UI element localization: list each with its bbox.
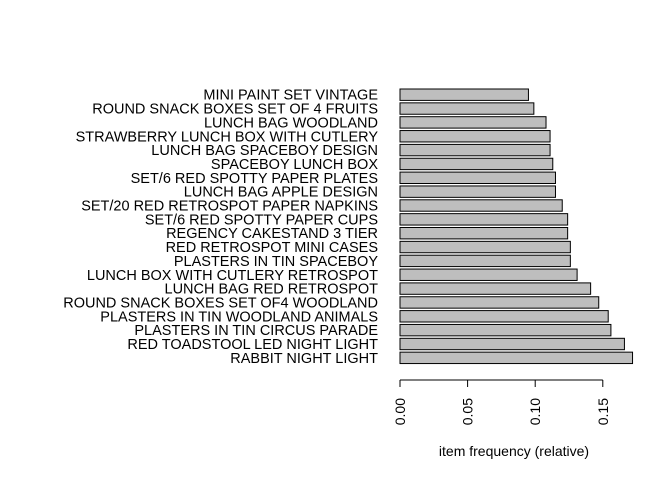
category-label: REGENCY CAKESTAND 3 TIER: [166, 226, 378, 242]
x-tick-label: 0.05: [460, 398, 476, 425]
bar: [399, 323, 612, 337]
category-label: SPACEBOY LUNCH BOX: [211, 157, 378, 173]
category-label: LUNCH BAG APPLE DESIGN: [184, 185, 378, 201]
bar: [399, 296, 600, 309]
bar: [399, 310, 609, 323]
bar: [399, 268, 578, 281]
bar: [399, 254, 571, 268]
category-label: STRAWBERRY LUNCH BOX WITH CUTLERY: [76, 129, 379, 145]
bar: [399, 185, 556, 198]
category-label: LUNCH BAG RED RETROSPOT: [165, 282, 379, 298]
category-label: PLASTERS IN TIN CIRCUS PARADE: [134, 323, 378, 339]
bar: [399, 130, 551, 143]
bar: [399, 157, 554, 171]
x-axis-title: item frequency (relative): [439, 443, 589, 459]
bar: [399, 282, 592, 295]
category-label: RABBIT NIGHT LIGHT: [230, 351, 378, 367]
category-label: PLASTERS IN TIN WOODLAND ANIMALS: [100, 309, 378, 325]
category-label: ROUND SNACK BOXES SET OF4 WOODLAND: [63, 295, 378, 311]
x-tick-label: 0.15: [595, 398, 611, 425]
x-tick-label: 0.10: [527, 398, 543, 425]
bar: [399, 171, 556, 185]
category-label: RED RETROSPOT MINI CASES: [166, 240, 378, 256]
category-label: PLASTERS IN TIN SPACEBOY: [174, 254, 378, 270]
category-label: RED TOADSTOOL LED NIGHT LIGHT: [127, 337, 378, 353]
category-label: LUNCH BAG SPACEBOY DESIGN: [151, 143, 378, 159]
bar: [399, 240, 571, 254]
bar: [399, 351, 634, 365]
category-label: SET/6 RED SPOTTY PAPER PLATES: [131, 171, 378, 187]
category-label: SET/6 RED SPOTTY PAPER CUPS: [145, 212, 378, 228]
bar: [399, 143, 551, 157]
bar: [399, 102, 535, 115]
bar: [399, 116, 547, 129]
category-label: LUNCH BOX WITH CUTLERY RETROSPOT: [87, 268, 378, 284]
bar: [399, 213, 569, 226]
bar: [399, 227, 569, 240]
category-label: ROUND SNACK BOXES SET OF 4 FRUITS: [92, 102, 378, 118]
category-label: LUNCH BAG WOODLAND: [204, 115, 378, 131]
category-label: MINI PAINT SET VINTAGE: [203, 88, 378, 104]
bar: [399, 199, 563, 212]
bar: [399, 88, 529, 101]
bars-group: [399, 88, 634, 365]
x-axis: 0.00 0.05 0.10 0.15: [392, 379, 611, 425]
bar: [399, 337, 625, 351]
x-tick-label: 0.00: [392, 398, 408, 425]
category-label: SET/20 RED RETROSPOT PAPER NAPKINS: [81, 199, 378, 215]
